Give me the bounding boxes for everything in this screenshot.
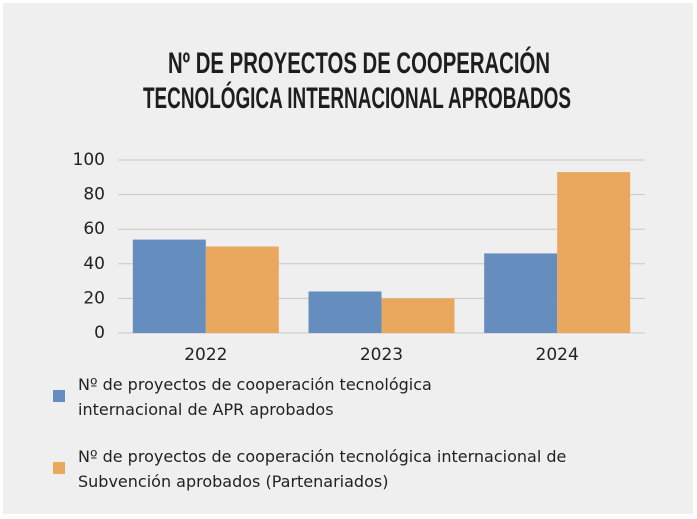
y-tick-label: 0 xyxy=(94,323,105,343)
x-tick-label: 2022 xyxy=(184,345,227,365)
legend-swatch xyxy=(53,390,65,402)
bar xyxy=(557,172,631,333)
bar xyxy=(484,253,558,333)
x-tick-label: 2024 xyxy=(536,345,579,365)
y-tick-label: 100 xyxy=(73,150,105,170)
bar xyxy=(205,246,279,333)
legend-item: Nº de proyectos de cooperación tecnológi… xyxy=(53,444,593,494)
bar xyxy=(381,298,455,333)
chart-title: Nº DE PROYECTOS DE COOPERACIÓN xyxy=(168,46,550,80)
bar xyxy=(308,291,382,333)
legend-label: Nº de proyectos de cooperación tecnológi… xyxy=(78,375,432,419)
y-tick-label: 20 xyxy=(83,288,105,308)
legend-item: Nº de proyectos de cooperación tecnológi… xyxy=(53,372,593,422)
y-tick-label: 40 xyxy=(83,254,105,274)
legend-label: Nº de proyectos de cooperación tecnológi… xyxy=(78,447,567,491)
chart-title: TECNOLÓGICA INTERNACIONAL APROBADOS xyxy=(143,81,571,115)
legend-swatch xyxy=(53,462,65,474)
bar xyxy=(132,239,206,333)
y-tick-label: 80 xyxy=(83,185,105,205)
x-tick-label: 2023 xyxy=(360,345,403,365)
y-tick-label: 60 xyxy=(83,219,105,239)
